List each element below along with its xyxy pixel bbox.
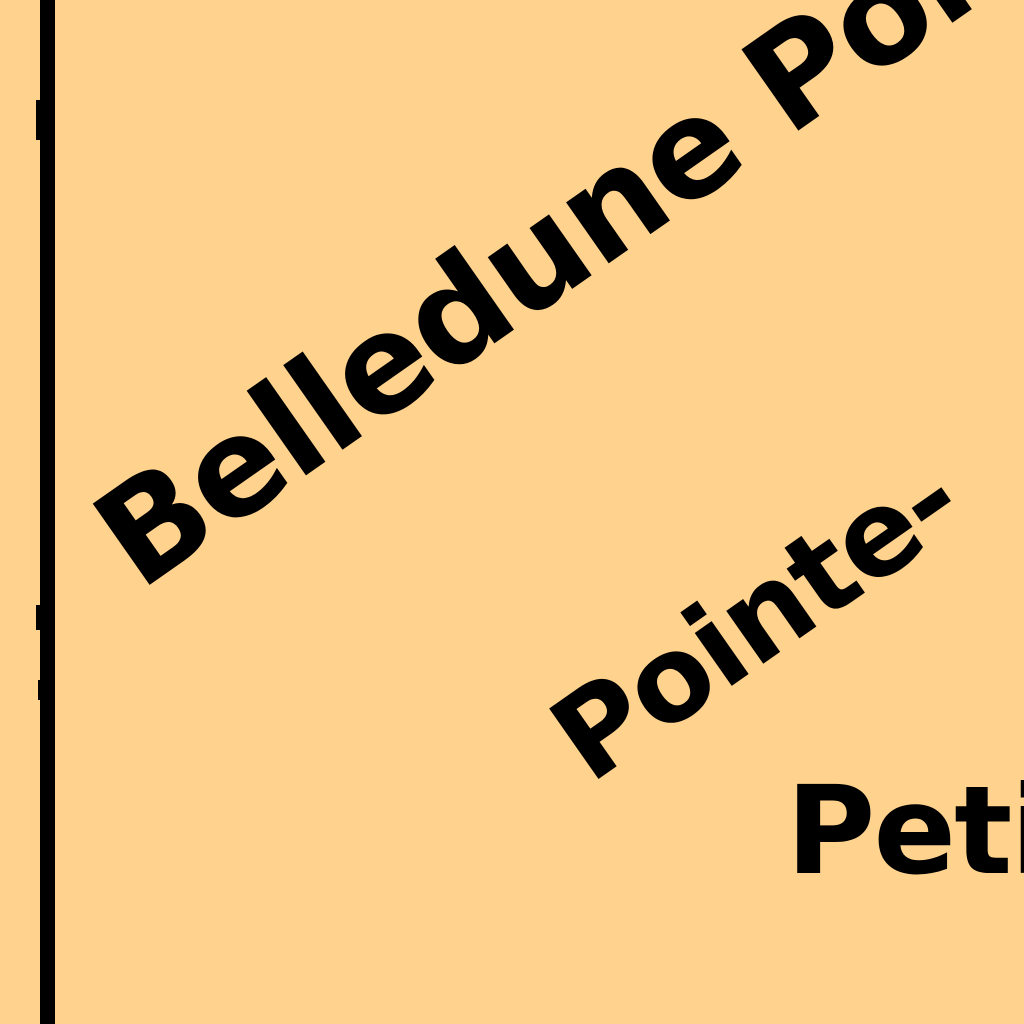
place-label-pointe: Pointe- [526,429,986,809]
boundary-notch [36,100,42,140]
place-label-petit: Peti [786,760,1024,902]
boundary-notch [36,605,42,630]
boundary-line [40,0,55,1024]
boundary-notch [38,680,44,700]
